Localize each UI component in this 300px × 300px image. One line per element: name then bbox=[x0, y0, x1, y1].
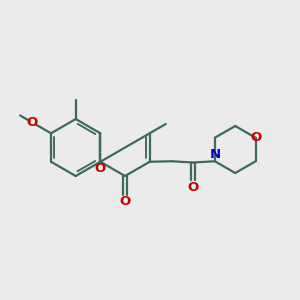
Text: O: O bbox=[251, 131, 262, 144]
Text: N: N bbox=[210, 148, 221, 161]
Text: O: O bbox=[188, 181, 199, 194]
Text: O: O bbox=[119, 195, 131, 208]
Text: O: O bbox=[27, 116, 38, 129]
Text: O: O bbox=[95, 162, 106, 175]
